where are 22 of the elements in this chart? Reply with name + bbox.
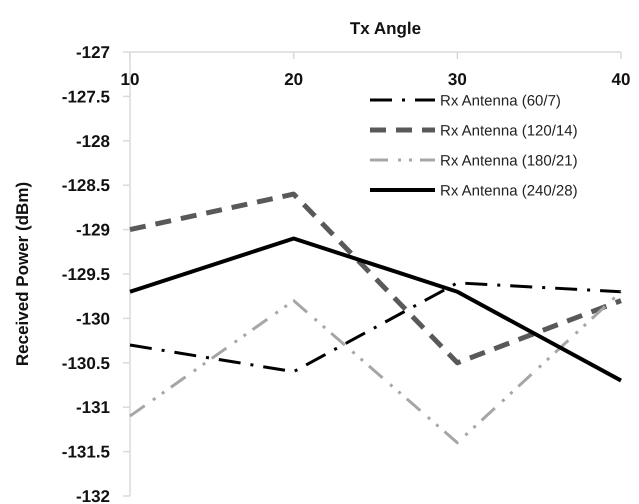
y-tick-label: -128.5 xyxy=(62,176,110,196)
x-axis-title: Tx Angle xyxy=(350,19,422,38)
y-tick-label: -129 xyxy=(76,220,110,240)
y-tick-label: -131 xyxy=(76,398,110,418)
legend-label: Rx Antenna (240/28) xyxy=(440,182,578,200)
x-tick-label: 30 xyxy=(448,70,467,89)
line-series xyxy=(128,290,622,444)
y-tick-label: -130.5 xyxy=(62,354,110,373)
y-tick-label: -128 xyxy=(76,132,110,151)
x-tick-label: 20 xyxy=(284,70,304,89)
legend-label: Rx Antenna (120/14) xyxy=(440,122,578,140)
y-tick-label: -127.5 xyxy=(62,87,110,106)
y-tick-label: -130 xyxy=(76,309,110,328)
legend-label: Rx Antenna (180/21) xyxy=(440,152,578,170)
y-axis-title: Received Power (dBm) xyxy=(13,182,32,366)
y-tick-label: -129.5 xyxy=(62,264,110,284)
x-tick-label: 10 xyxy=(120,70,140,89)
y-tick-label: -132 xyxy=(76,486,110,504)
legend-label: Rx Antenna (60/7) xyxy=(440,92,561,110)
y-tick-label: -131.5 xyxy=(62,442,110,462)
y-tick-label: -127 xyxy=(76,42,110,62)
x-tick-label: 40 xyxy=(612,70,630,89)
